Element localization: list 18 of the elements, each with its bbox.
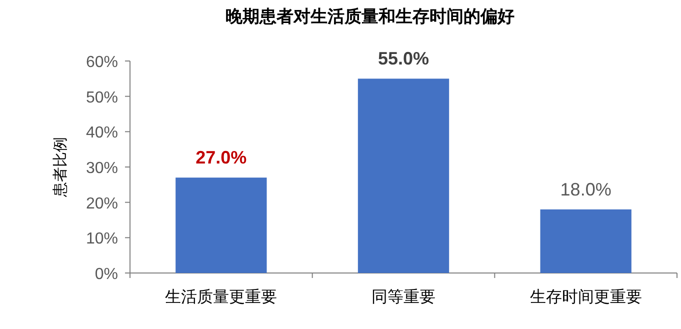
y-axis-title: 患者比例 — [52, 137, 69, 198]
y-tick-label: 40% — [86, 124, 118, 142]
y-tick-label: 0% — [94, 266, 118, 283]
data-label: 18.0% — [560, 179, 612, 200]
chart-title: 晚期患者对生活质量和生存时间的偏好 — [226, 7, 514, 26]
y-tick-label: 20% — [86, 195, 118, 212]
data-label: 27.0% — [196, 148, 247, 168]
y-tick-label: 10% — [86, 230, 118, 248]
bar — [358, 78, 450, 273]
y-tick-label: 50% — [86, 89, 118, 106]
bar — [540, 209, 632, 273]
y-tick-label: 60% — [86, 54, 118, 71]
x-tick-label: 生活质量更重要 — [165, 288, 278, 306]
y-tick-label: 30% — [86, 160, 118, 177]
bar — [176, 178, 267, 273]
x-tick-label: 生存时间更重要 — [530, 288, 642, 306]
data-label: 55.0% — [378, 48, 430, 69]
x-tick-label: 同等重要 — [372, 288, 436, 306]
